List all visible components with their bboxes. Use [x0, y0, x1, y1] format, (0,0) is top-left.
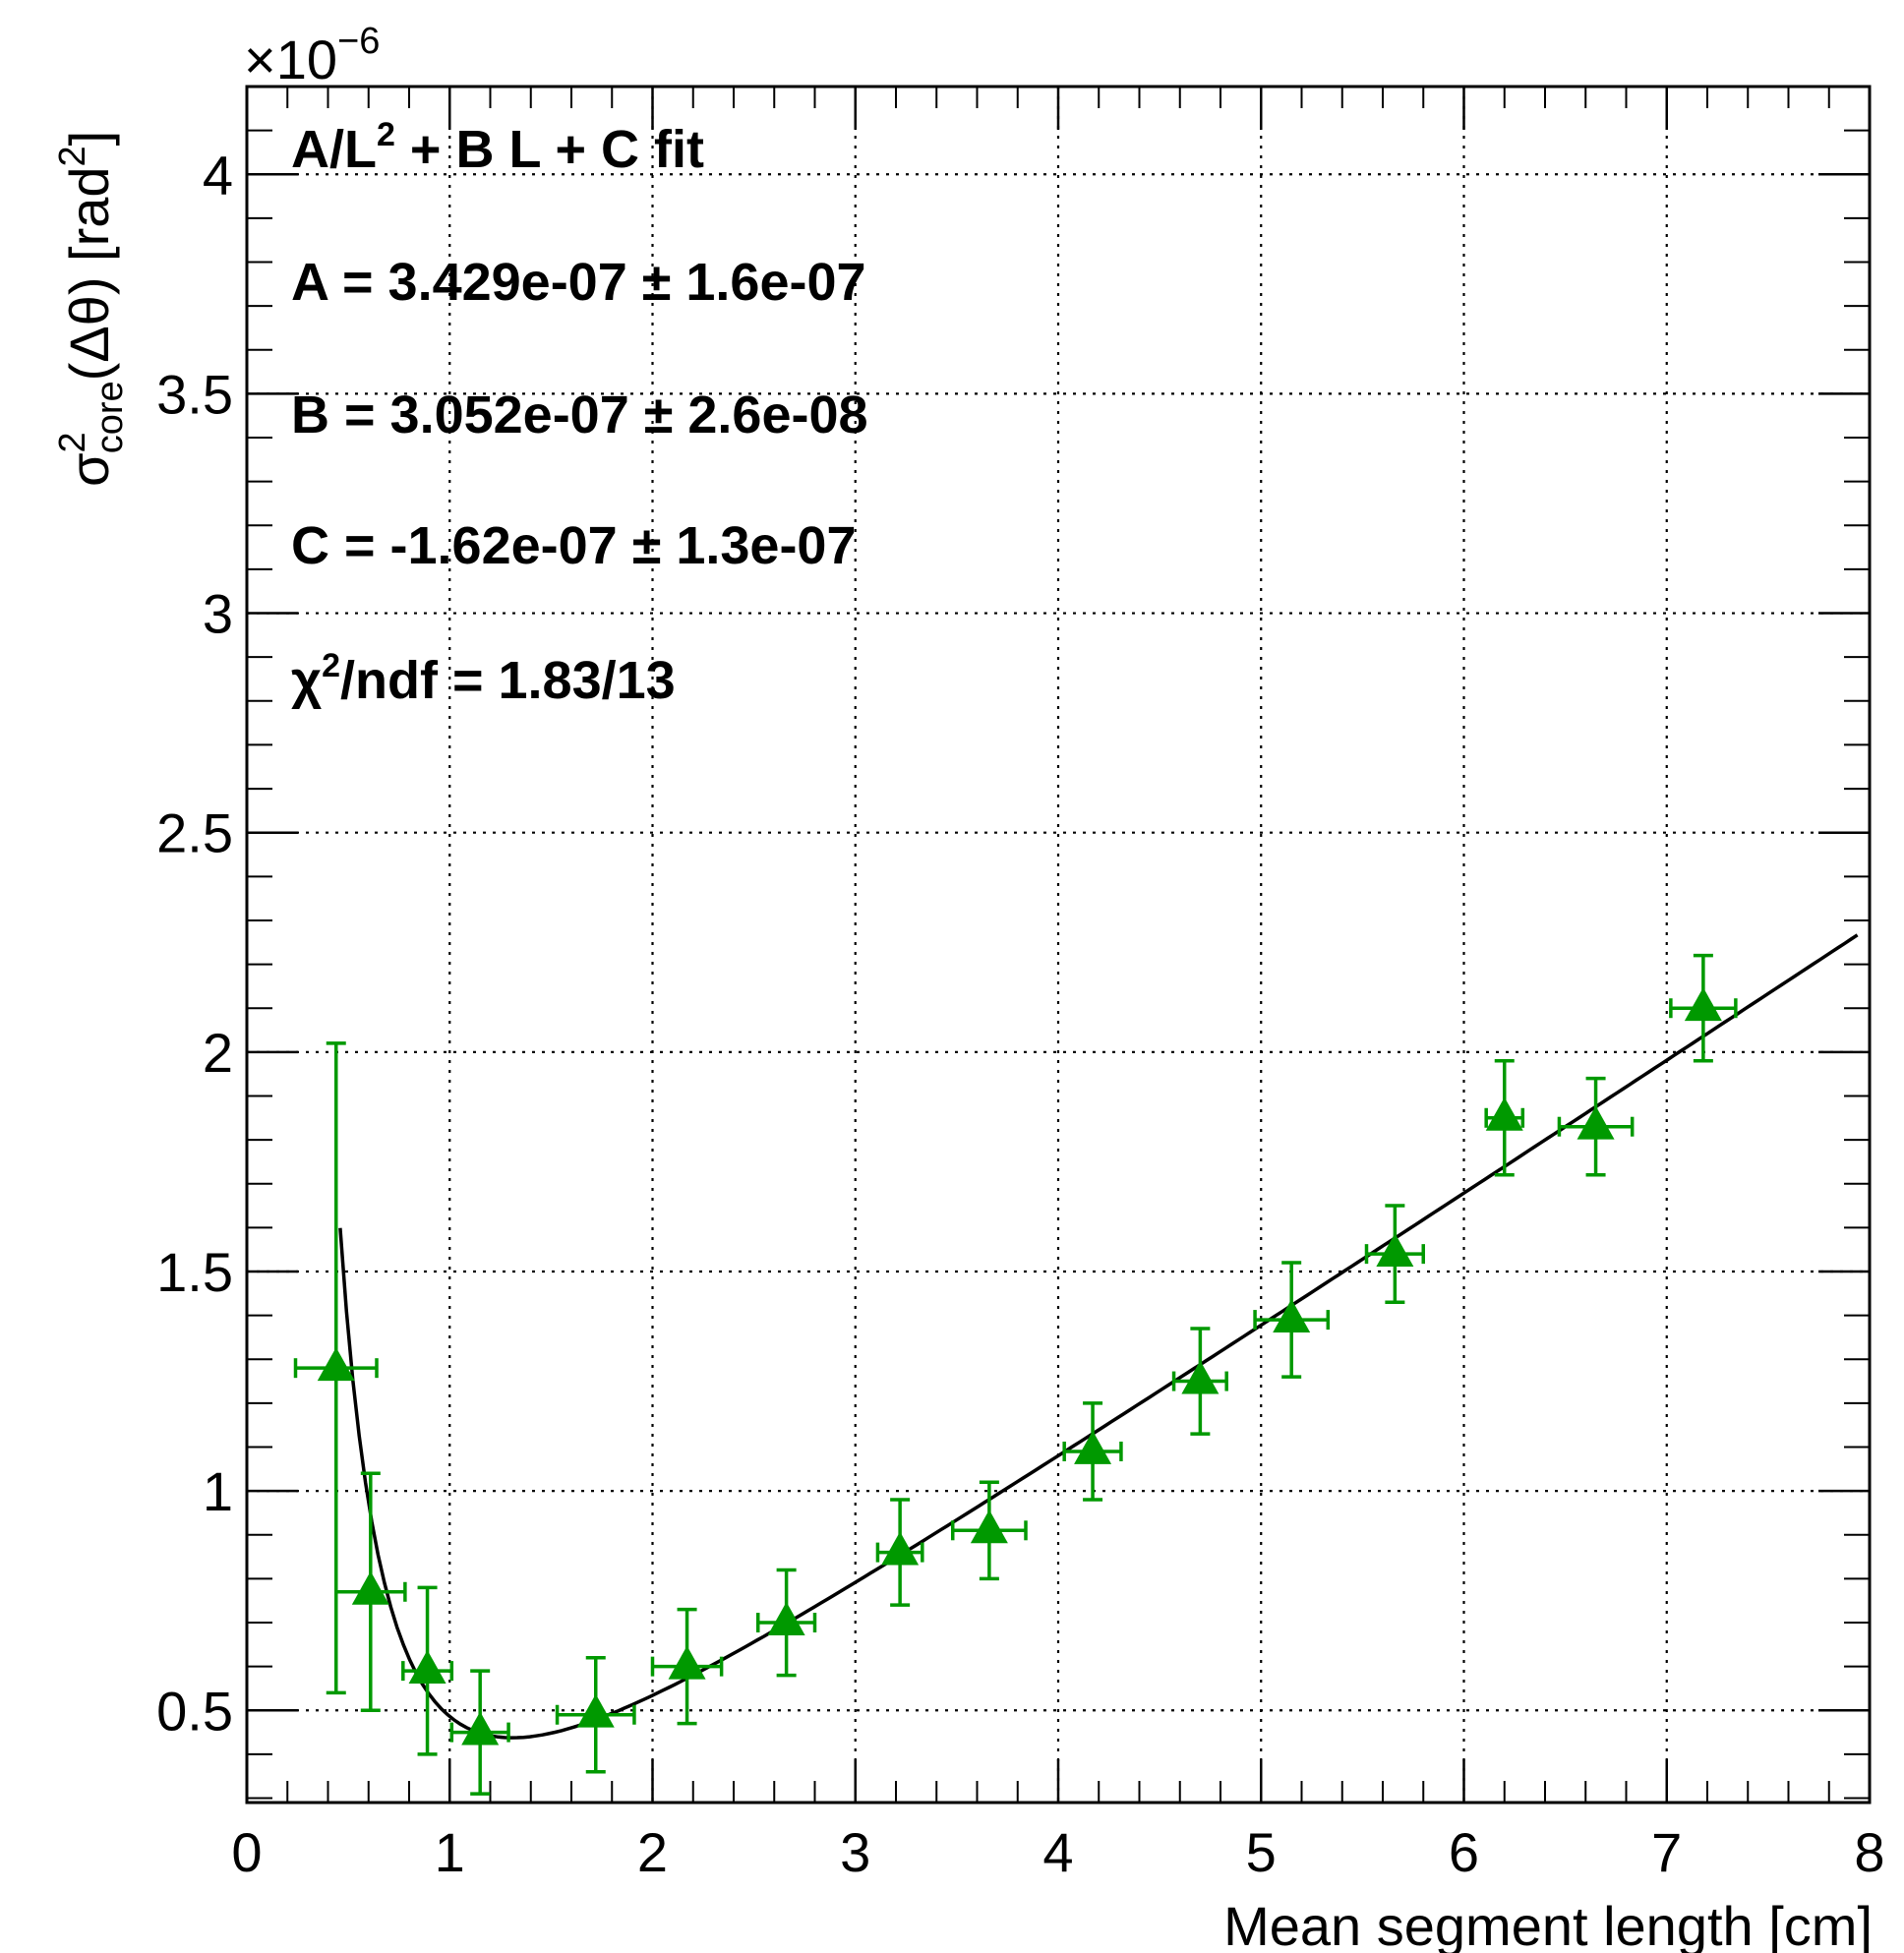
- y-tick-label: 0.5: [156, 1680, 233, 1742]
- y-tick-label: 2: [203, 1022, 233, 1084]
- triangle-marker: [1074, 1430, 1112, 1464]
- triangle-marker: [1273, 1298, 1311, 1332]
- x-tick-label: 2: [637, 1821, 668, 1883]
- triangle-marker: [668, 1645, 706, 1680]
- x-tick-label: 1: [435, 1821, 465, 1883]
- x-tick-labels: 0 1 2 3 4 5 6 7 8: [231, 1821, 1884, 1883]
- x-tick-label: 7: [1651, 1821, 1682, 1883]
- y-tick-label: 3: [203, 583, 233, 645]
- triangle-marker: [1485, 1096, 1523, 1131]
- fit-annotations: A/L2 + B L + C fit A = 3.429e-07 ± 1.6e-0…: [291, 116, 868, 710]
- plot-frame: [245, 85, 1872, 1805]
- x-tick-label: 8: [1854, 1821, 1884, 1883]
- y-tick-label: 3.5: [156, 363, 233, 425]
- y-tick-label: 4: [203, 144, 233, 206]
- data-point: [1253, 1261, 1331, 1379]
- triangle-marker: [576, 1693, 615, 1728]
- data-point: [1557, 1076, 1635, 1177]
- data-point: [449, 1669, 510, 1796]
- triangle-marker: [1684, 987, 1722, 1022]
- x-tick-label: 0: [231, 1821, 262, 1883]
- fit-annotation-line: A/L2 + B L + C fit: [291, 116, 704, 179]
- fit-annotation-line: A = 3.429e-07 ± 1.6e-07: [291, 253, 866, 312]
- data-point: [1669, 953, 1738, 1063]
- triangle-marker: [1376, 1233, 1414, 1268]
- data-point: [1171, 1327, 1228, 1436]
- y-tick-labels: 0.5 1 1.5 2 2.5 3 3.5 4: [156, 144, 233, 1742]
- data-point: [401, 1585, 454, 1756]
- data-point: [555, 1655, 636, 1774]
- x-tick-label: 6: [1449, 1821, 1479, 1883]
- data-point: [1484, 1059, 1525, 1177]
- y-tick-label: 1: [203, 1460, 233, 1522]
- triangle-marker: [1577, 1105, 1615, 1140]
- data-point: [951, 1480, 1028, 1581]
- y-multiplier: ×10−6: [244, 21, 380, 90]
- y-tick-label: 1.5: [156, 1241, 233, 1303]
- data-point: [334, 1471, 407, 1713]
- data-point: [875, 1498, 924, 1607]
- triangle-marker: [351, 1570, 389, 1605]
- y-axis-title: σ2core(Δθ) [rad2]: [52, 131, 131, 487]
- x-tick-label: 5: [1246, 1821, 1277, 1883]
- data-points: [293, 953, 1738, 1796]
- data-point: [756, 1568, 817, 1678]
- x-tick-label: 4: [1042, 1821, 1073, 1883]
- triangle-marker: [317, 1347, 355, 1382]
- y-tick-label: 2.5: [156, 802, 233, 864]
- fit-annotation-line: C = -1.62e-07 ± 1.3e-07: [291, 516, 857, 575]
- axis-ticks: [245, 86, 1872, 1803]
- x-axis-title: Mean segment length [cm]: [1223, 1895, 1873, 1953]
- triangle-marker: [1181, 1360, 1220, 1394]
- data-point: [650, 1607, 724, 1726]
- data-point: [1364, 1204, 1425, 1304]
- grid-lines: [247, 87, 1870, 1803]
- data-point: [1062, 1401, 1123, 1502]
- triangle-marker: [408, 1650, 446, 1685]
- triangle-marker: [881, 1531, 920, 1566]
- fit-annotation-line: χ2/ndf = 1.83/13: [291, 647, 676, 710]
- fit-annotation-line: B = 3.052e-07 ± 2.6e-08: [291, 385, 868, 444]
- triangle-marker: [767, 1601, 805, 1635]
- x-tick-label: 3: [840, 1821, 870, 1883]
- triangle-marker: [970, 1509, 1008, 1544]
- triangle-marker: [461, 1711, 500, 1746]
